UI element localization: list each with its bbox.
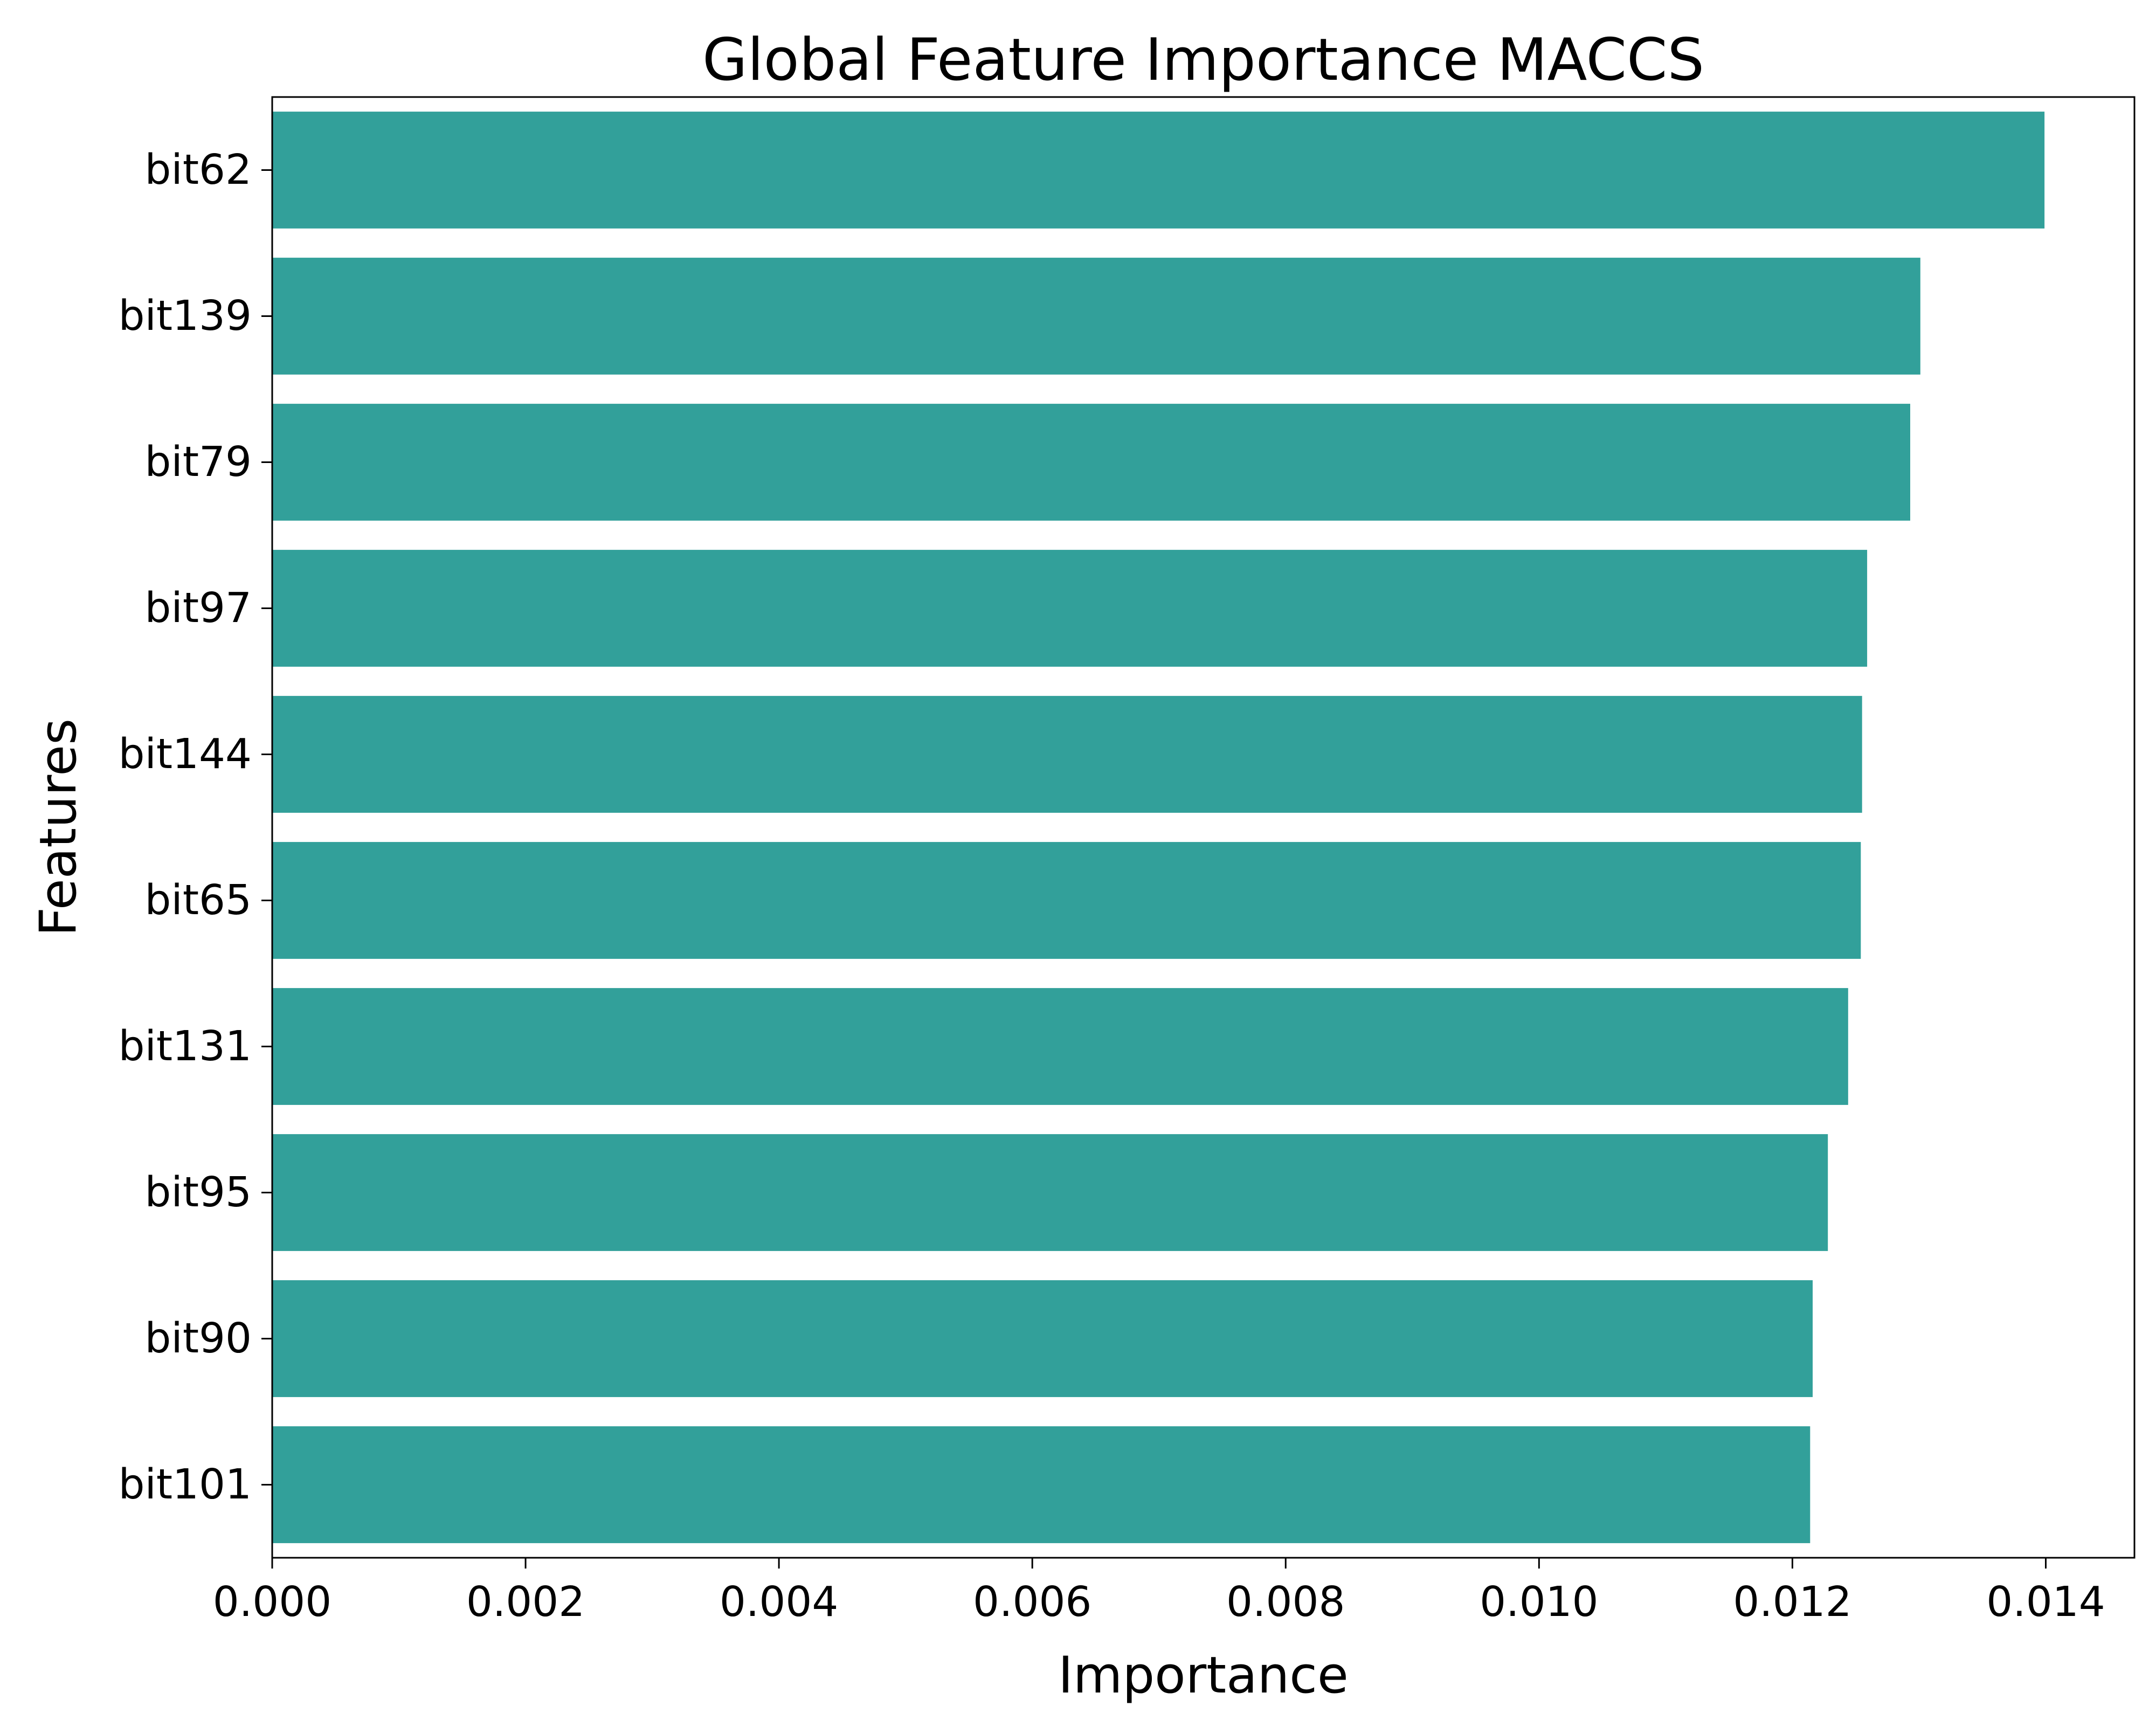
y-tick-label: bit62	[145, 146, 252, 194]
x-axis-ticks: 0.000 0.002 0.004 0.006 0.008 0.010 0.012 0.014	[213, 1558, 2105, 1626]
y-tick-label: bit139	[119, 292, 252, 340]
y-tick-label: bit131	[119, 1023, 252, 1070]
bar-bit79	[272, 404, 1910, 521]
bar-bit62	[272, 112, 2045, 229]
bar-bit95	[272, 1134, 1828, 1251]
y-tick-label: bit79	[145, 438, 252, 486]
y-tick-label: bit65	[145, 876, 252, 924]
y-axis-label: Features	[29, 719, 88, 936]
y-tick-label: bit101	[119, 1461, 252, 1509]
x-tick-label: 0.006	[973, 1578, 1091, 1626]
bar-bit65	[272, 842, 1861, 959]
bars-layer	[272, 112, 2045, 1543]
x-tick-label: 0.014	[1986, 1578, 2105, 1626]
y-axis-ticks: bit62 bit139 bit79 bit97 bit144 bit65 bit131 bi…	[119, 146, 272, 1509]
plot-frame	[271, 96, 2136, 1559]
x-tick-label: 0.008	[1226, 1578, 1345, 1626]
x-tick-label: 0.004	[720, 1578, 838, 1626]
bar-bit131	[272, 988, 1848, 1105]
y-tick-label: bit144	[119, 730, 252, 778]
bar-bit144	[272, 696, 1862, 813]
bar-bit101	[272, 1426, 1811, 1543]
x-tick-label: 0.010	[1480, 1578, 1598, 1626]
x-tick-label: 0.012	[1733, 1578, 1851, 1626]
y-tick-label: bit90	[145, 1315, 252, 1363]
bar-bit139	[272, 258, 1920, 375]
x-tick-label: 0.002	[466, 1578, 585, 1626]
bar-bit90	[272, 1280, 1813, 1397]
x-axis-label: Importance	[1058, 1646, 1349, 1705]
y-tick-label: bit97	[145, 584, 252, 632]
bar-bit97	[272, 550, 1868, 667]
chart-title: Global Feature Importance MACCS	[702, 26, 1704, 94]
x-tick-label: 0.000	[213, 1578, 331, 1626]
y-tick-label: bit95	[145, 1169, 252, 1217]
